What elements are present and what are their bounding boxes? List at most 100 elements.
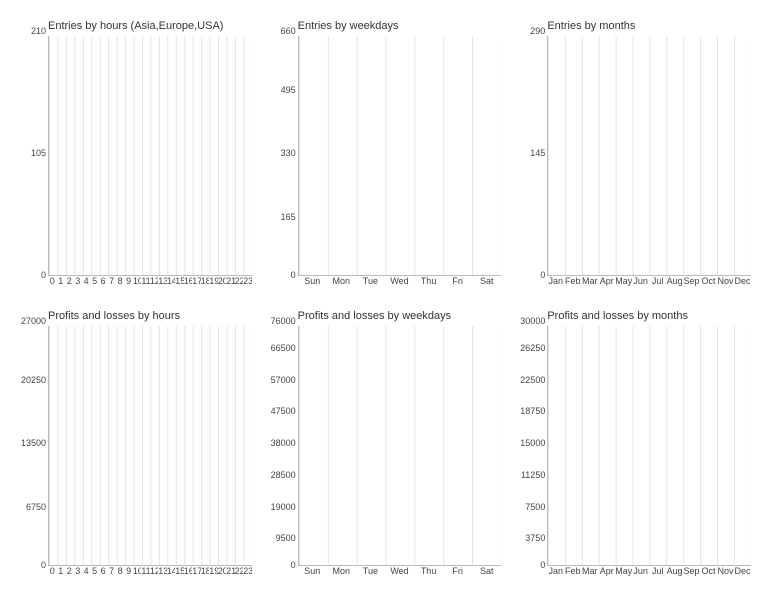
bar: [574, 564, 580, 565]
x-tick-label: 16: [184, 276, 192, 290]
bar-slot: [582, 274, 599, 275]
chart-body: 0675013500202502700001234567891011121314…: [20, 326, 252, 580]
bar-slot: [414, 274, 443, 275]
bar-slot: [218, 564, 226, 565]
bar-slot: [218, 274, 226, 275]
bar-slot: [133, 274, 141, 275]
y-tick-label: 7500: [525, 502, 545, 512]
plot-area: [48, 36, 252, 276]
y-tick-label: 330: [281, 148, 296, 158]
bar-slot: [386, 274, 415, 275]
bar: [387, 274, 413, 275]
x-tick-label: 1: [56, 276, 64, 290]
chart-title: Entries by weekdays: [270, 20, 502, 34]
x-tick-label: 17: [192, 276, 200, 290]
bar: [388, 564, 400, 565]
bar-slot: [328, 564, 357, 565]
y-tick-label: 15000: [520, 438, 545, 448]
y-tick-label: 0: [41, 560, 46, 570]
bar-slot: [100, 564, 108, 565]
bar: [197, 564, 199, 565]
bar: [101, 274, 106, 275]
bar-slot: [83, 274, 91, 275]
bar: [400, 564, 412, 565]
bar-slot: [100, 274, 108, 275]
bar: [76, 274, 81, 275]
bar-slot: [414, 564, 443, 565]
x-tick-label: 3: [73, 566, 81, 580]
bar-slot: [83, 564, 91, 565]
y-tick-label: 495: [281, 85, 296, 95]
chart-body: 0165330495660SunMonTueWedThuFriSat: [270, 36, 502, 290]
bar: [743, 564, 749, 565]
bar-slot: [599, 274, 616, 275]
bar-slot: [167, 564, 175, 565]
x-tick-label: Tue: [356, 276, 385, 290]
chart-title: Entries by months: [519, 20, 751, 34]
bar-slot: [167, 274, 175, 275]
bar-slot: [117, 274, 125, 275]
plot-area: [298, 36, 502, 276]
bar-slot: [386, 564, 415, 565]
x-tick-label: 14: [167, 566, 175, 580]
y-tick-label: 3750: [525, 533, 545, 543]
bar: [641, 564, 647, 565]
x-tick-label: 5: [90, 276, 98, 290]
y-tick-label: 0: [291, 270, 296, 280]
bar-slot: [201, 564, 209, 565]
y-tick-label: 19000: [271, 502, 296, 512]
bar-slot: [667, 564, 684, 565]
x-tick-label: Aug: [666, 566, 683, 580]
chart-body: 0105210012345678910111213141516171819202…: [20, 36, 252, 290]
x-tick-label: 9: [124, 566, 132, 580]
x-tick-label: Jul: [649, 276, 666, 290]
x-tick-label: 7: [107, 276, 115, 290]
bar-slot: [142, 274, 150, 275]
bar-slot: [700, 564, 717, 565]
x-tick-label: 23: [243, 276, 251, 290]
bar: [658, 564, 664, 565]
x-tick-label: Wed: [385, 566, 414, 580]
bar: [416, 564, 428, 565]
bar-slot: [57, 564, 65, 565]
x-tick-label: 15: [175, 276, 183, 290]
bar: [719, 274, 733, 275]
x-tick-label: 21: [226, 566, 234, 580]
bars-container: [49, 36, 252, 275]
bar: [601, 274, 615, 275]
bar: [160, 274, 165, 275]
y-tick-label: 66500: [271, 343, 296, 353]
bar-slot: [243, 564, 251, 565]
bar-slot: [91, 274, 99, 275]
bar-slot: [243, 274, 251, 275]
x-tick-label: Sep: [683, 276, 700, 290]
plot-wrap: JanFebMarAprMayJunJulAugSepOctNovDec: [547, 326, 751, 580]
plot-wrap: 01234567891011121314151617181920212223: [48, 326, 252, 580]
bar: [230, 564, 232, 565]
bar: [118, 274, 123, 275]
bar-slot: [299, 274, 328, 275]
x-tick-label: Thu: [414, 276, 443, 290]
bar: [202, 274, 207, 275]
bar: [736, 274, 750, 275]
bar: [219, 274, 224, 275]
y-tick-label: 0: [540, 270, 545, 280]
x-tick-label: Mar: [581, 566, 598, 580]
bar: [146, 564, 148, 565]
bars-container: [49, 326, 252, 565]
bar-slot: [209, 564, 217, 565]
bar-slot: [150, 274, 158, 275]
bar-slot: [616, 274, 633, 275]
bar-slot: [226, 564, 234, 565]
bar: [95, 564, 97, 565]
y-axis: 0145290: [519, 36, 547, 290]
bar-slot: [616, 564, 633, 565]
y-tick-label: 27000: [21, 316, 46, 326]
bar: [214, 564, 216, 565]
x-tick-label: 12: [150, 276, 158, 290]
x-tick-label: Sat: [472, 566, 501, 580]
x-tick-label: Feb: [564, 276, 581, 290]
plot-area: [298, 326, 502, 566]
bar: [692, 564, 698, 565]
chart-title: Profits and losses by hours: [20, 310, 252, 324]
